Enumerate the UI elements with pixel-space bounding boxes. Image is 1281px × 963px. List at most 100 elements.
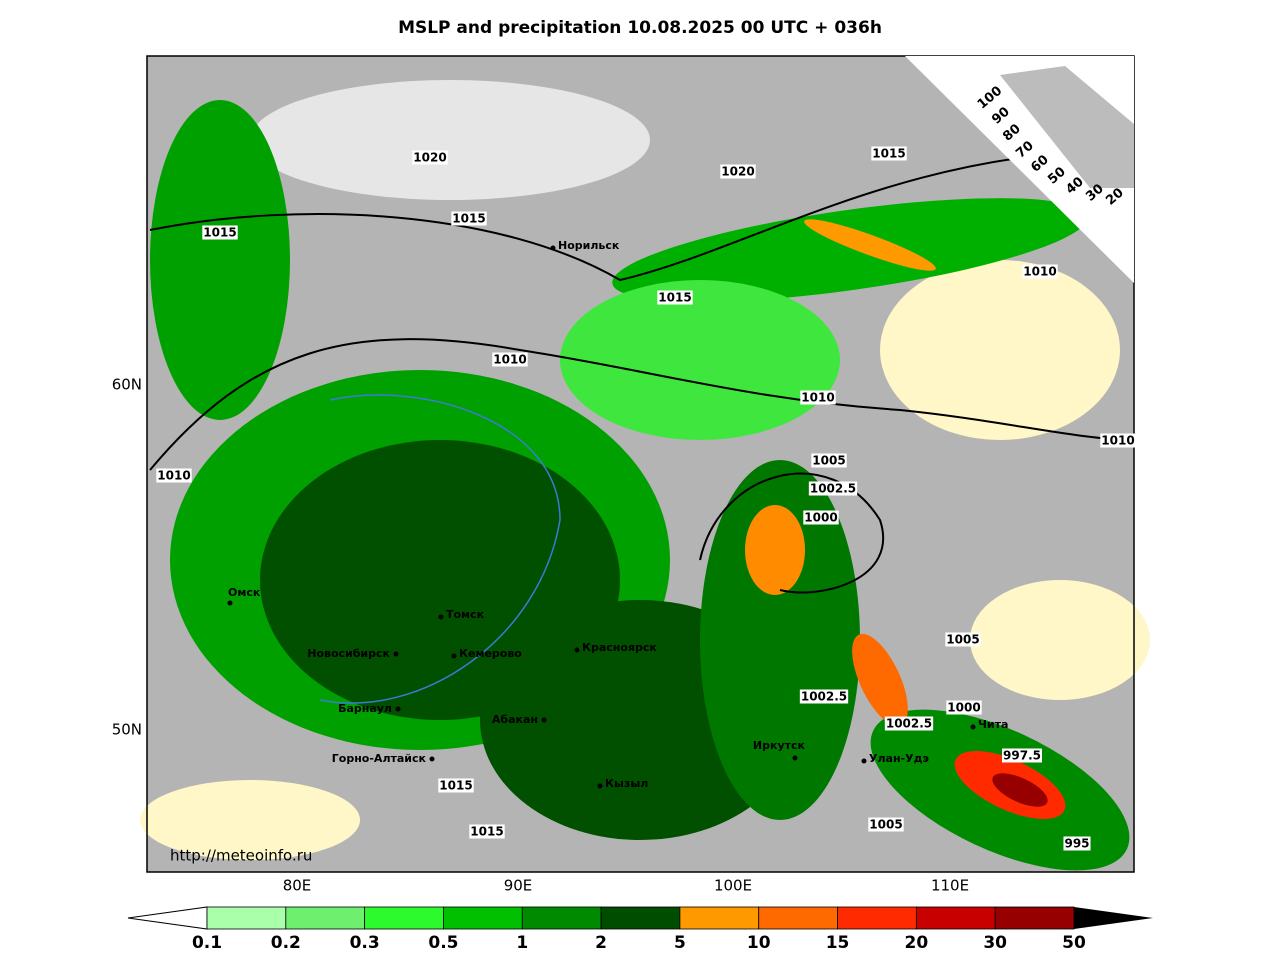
isobar-label-bg <box>946 700 982 715</box>
isobar-label: 1020 <box>413 151 446 165</box>
isobar <box>699 472 884 594</box>
precip <box>150 100 290 420</box>
colorbar-label: 15 <box>826 933 850 953</box>
city-label: Новосибирск <box>307 647 390 660</box>
isobar-label: 1010 <box>1101 434 1134 448</box>
colorbar-swatch <box>443 906 523 930</box>
isobar-label-bg <box>438 778 474 793</box>
colorbar-label: 30 <box>983 933 1007 953</box>
colorbar-label: 0.2 <box>271 933 301 953</box>
isobar-label: 995 <box>1064 837 1089 851</box>
heavy-precip <box>804 219 936 271</box>
isobar-label: 1015 <box>658 291 691 305</box>
city-dot <box>393 651 399 657</box>
cloud <box>250 80 650 200</box>
isobar-label-bg <box>1100 433 1136 448</box>
colorbar-swatch <box>285 906 366 930</box>
colorbar-label: 2 <box>595 933 607 953</box>
isobar-label-bg <box>800 390 836 405</box>
lat-label: 60N <box>112 376 142 394</box>
city-label: Горно-Алтайск <box>332 752 427 765</box>
colorbar-label: 0.1 <box>192 933 222 953</box>
city-label: Омск <box>228 586 261 599</box>
isobar-label-bg <box>868 817 904 832</box>
city-dot <box>429 756 435 762</box>
city-label: Кемерово <box>459 647 522 660</box>
colorbar: 0.1 0.2 0.3 0.5 1 2 5 10 15 20 30 50 <box>127 906 1153 953</box>
city-label: Чита <box>978 718 1008 731</box>
city-dot <box>597 783 603 789</box>
lat-label: 50N <box>112 721 142 739</box>
isobar-label: 1015 <box>452 212 485 226</box>
precip <box>612 198 1088 302</box>
city-dot <box>541 717 547 723</box>
colorbar-label: 0.5 <box>428 933 458 953</box>
colorbar-swatch <box>837 906 917 930</box>
isobar-label-bg <box>945 632 981 647</box>
colorbar-swatch <box>521 906 602 930</box>
city-dot <box>438 614 444 620</box>
isobar <box>149 149 1131 282</box>
isobar-label-bg <box>1063 836 1091 851</box>
isobar-label-bg <box>1022 264 1058 279</box>
isobar-label: 1015 <box>470 825 503 839</box>
isobar-label-bg <box>871 146 907 161</box>
isobar <box>149 338 1135 471</box>
isobar-label-bg <box>884 716 934 731</box>
isobar-label: 1010 <box>1023 265 1056 279</box>
isobar-label: 1020 <box>721 165 754 179</box>
lon-label: 80E <box>283 877 312 895</box>
colorbar-label: 1 <box>516 933 528 953</box>
isobar-label: 1005 <box>869 818 902 832</box>
cloud-legend-scale <box>1000 66 1134 188</box>
isobar-label: 1000 <box>947 701 980 715</box>
dry-area <box>140 780 360 860</box>
city-dot <box>861 758 867 764</box>
isobar-label: 1010 <box>157 469 190 483</box>
colorbar-swatch <box>758 906 838 930</box>
isobar-label-bg <box>412 150 448 165</box>
city-label: Кызыл <box>605 777 648 790</box>
isobar-label: 1002.5 <box>810 482 856 496</box>
isobar-label-bg <box>469 824 505 839</box>
isobar-label-bg <box>1002 748 1042 763</box>
city-dot <box>451 653 457 659</box>
isobar-label-bg <box>202 225 238 240</box>
city-dot <box>227 600 233 606</box>
colorbar-label: 50 <box>1062 933 1086 953</box>
map-frame <box>146 55 1135 873</box>
isobar-label-bg <box>492 352 528 367</box>
city-dot <box>792 755 798 761</box>
colorbar-label: 20 <box>905 933 929 953</box>
isobar-label-bg <box>803 510 839 525</box>
colorbar-low-end <box>127 906 208 930</box>
dry-area <box>880 260 1120 440</box>
city-label: Томск <box>446 608 485 621</box>
isobar-label: 1010 <box>801 391 834 405</box>
heavy-precip <box>745 505 805 595</box>
isobar-label: 1015 <box>439 779 472 793</box>
isobar-label-bg <box>808 481 858 496</box>
colorbar-swatch <box>679 906 760 930</box>
city-label: Красноярск <box>582 641 657 654</box>
isobar-label: 997.5 <box>1003 749 1041 763</box>
isobar-label-bg <box>720 164 756 179</box>
colorbar-swatch <box>915 906 996 930</box>
lon-label: 100E <box>714 877 752 895</box>
isobar-label: 1005 <box>812 454 845 468</box>
city-label: Норильск <box>558 239 620 252</box>
city-dot <box>970 724 976 730</box>
city-label: Барнаул <box>338 702 392 715</box>
source-url: http://meteoinfo.ru <box>170 847 312 865</box>
city-label: Улан-Удэ <box>869 752 929 765</box>
precip <box>700 460 860 820</box>
isobar <box>319 394 561 704</box>
title: MSLP and precipitation 10.08.2025 00 UTC… <box>398 18 882 38</box>
city-label: Абакан <box>492 713 538 726</box>
colorbar-label: 10 <box>747 933 771 953</box>
isobar-label: 1002.5 <box>801 690 847 704</box>
isobar-label-bg <box>799 689 849 704</box>
isobar-label-bg <box>811 453 847 468</box>
colorbar-swatch <box>364 906 444 930</box>
